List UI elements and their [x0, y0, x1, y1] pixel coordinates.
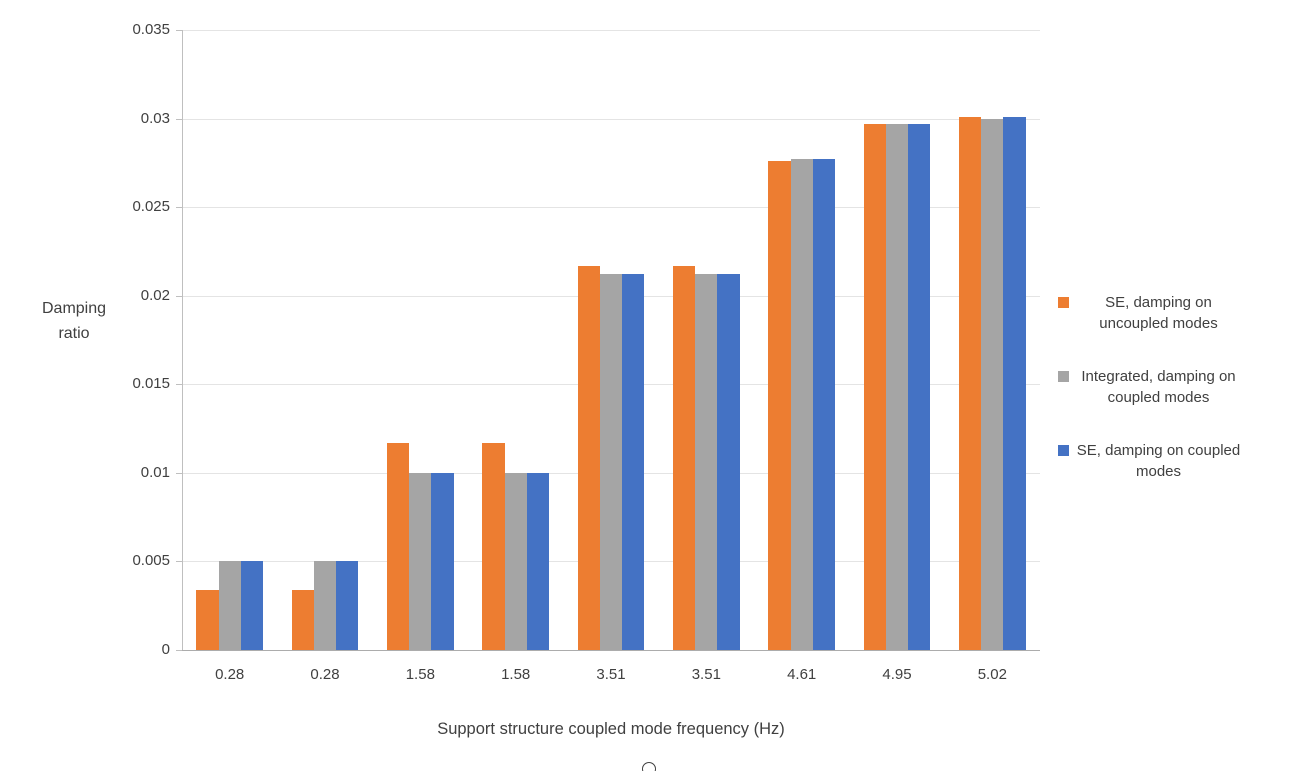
y-tick-label: 0.03 — [140, 109, 170, 127]
x-axis-line — [182, 650, 1040, 651]
x-tick-label: 1.58 — [501, 666, 531, 683]
bar-cat7-series0 — [863, 123, 886, 650]
bar-series-container — [182, 30, 1040, 650]
legend-label: SE, damping on coupled modes — [1076, 442, 1241, 480]
y-tick-mark — [176, 472, 182, 474]
legend-item-0: SE, damping on uncoupled modes — [1058, 292, 1288, 334]
x-tick-label: 0.28 — [310, 666, 340, 683]
legend-swatch-icon — [1058, 371, 1069, 382]
bar-cat6-series2 — [812, 159, 836, 650]
x-tick-label: 3.51 — [691, 666, 721, 683]
bar-cat0-series1 — [218, 561, 241, 650]
y-axis-title: Damping ratio — [41, 300, 107, 342]
y-tick-mark — [176, 118, 182, 120]
y-tick-label: 0.025 — [132, 198, 170, 216]
legend-label: SE, damping on uncoupled modes — [1099, 294, 1218, 332]
y-tick-mark — [176, 561, 182, 563]
bar-cat7-series1 — [885, 123, 909, 650]
bar-cat0-series2 — [240, 561, 264, 650]
y-tick-label: 0 — [161, 641, 170, 658]
bar-cat5-series1 — [695, 274, 718, 650]
y-axis-tick-labels: 0 0.005 0.01 0.015 0.02 0.025 0.03 0.035 — [0, 0, 170, 771]
legend-item-1: Integrated, damping on coupled modes — [1058, 366, 1288, 408]
y-tick-label: 0.015 — [132, 375, 170, 393]
bar-cat0-series0 — [196, 589, 219, 650]
legend: SE, damping on uncoupled modes Integrated… — [1058, 292, 1288, 514]
bar-cat3-series0 — [482, 442, 505, 650]
bar-cat2-series0 — [386, 442, 410, 650]
bar-cat1-series0 — [291, 589, 314, 650]
y-tick-mark — [176, 650, 182, 651]
bar-cat4-series0 — [577, 265, 600, 650]
legend-swatch-icon — [1058, 445, 1069, 456]
gridline — [182, 118, 1040, 120]
x-tick-label: 1.58 — [405, 666, 435, 683]
gridline — [182, 30, 1040, 31]
bar-cat3-series1 — [504, 472, 527, 650]
bar-cat4-series2 — [622, 274, 645, 650]
y-tick-label: 0.005 — [132, 552, 170, 570]
bar-cat2-series2 — [431, 472, 454, 650]
bar-cat8-series1 — [981, 118, 1004, 650]
bar-cat5-series0 — [672, 265, 696, 650]
legend-item-2: SE, damping on coupled modes — [1058, 440, 1288, 482]
y-tick-mark — [176, 295, 182, 297]
y-tick-label: 0.035 — [132, 21, 170, 38]
bar-cat1-series1 — [313, 561, 337, 650]
bar-cat5-series2 — [717, 274, 740, 650]
x-tick-label: 4.95 — [882, 666, 912, 683]
gridline — [182, 207, 1040, 209]
bar-cat3-series2 — [526, 472, 550, 650]
y-tick-label: 0.02 — [140, 286, 170, 304]
bar-cat4-series1 — [599, 274, 623, 650]
x-tick-label: 5.02 — [977, 666, 1007, 683]
bar-cat8-series0 — [958, 116, 982, 650]
bar-cat6-series0 — [768, 161, 791, 650]
bar-cat7-series2 — [908, 123, 931, 650]
y-axis-line — [182, 30, 183, 650]
x-axis-category-labels: 0.28 0.28 1.58 1.58 3.51 3.51 4.61 4.95 5.02 — [0, 666, 1296, 688]
x-tick-label: 4.61 — [787, 666, 817, 683]
bar-cat2-series1 — [409, 472, 432, 650]
bar-cat6-series1 — [790, 159, 813, 650]
y-tick-mark — [176, 207, 182, 209]
bar-cat1-series2 — [336, 561, 359, 650]
y-tick-label: 0.01 — [140, 463, 170, 481]
x-tick-label: 3.51 — [596, 666, 626, 683]
y-tick-mark — [176, 384, 182, 386]
cropped-glyph — [642, 762, 656, 771]
legend-swatch-icon — [1058, 297, 1069, 308]
x-axis-title: Support structure coupled mode frequency… — [437, 720, 785, 738]
plot-area — [182, 30, 1040, 650]
legend-label: Integrated, damping on coupled modes — [1081, 368, 1236, 406]
y-tick-mark — [176, 30, 182, 31]
x-tick-label: 0.28 — [215, 666, 245, 683]
bar-cat8-series2 — [1003, 116, 1026, 650]
